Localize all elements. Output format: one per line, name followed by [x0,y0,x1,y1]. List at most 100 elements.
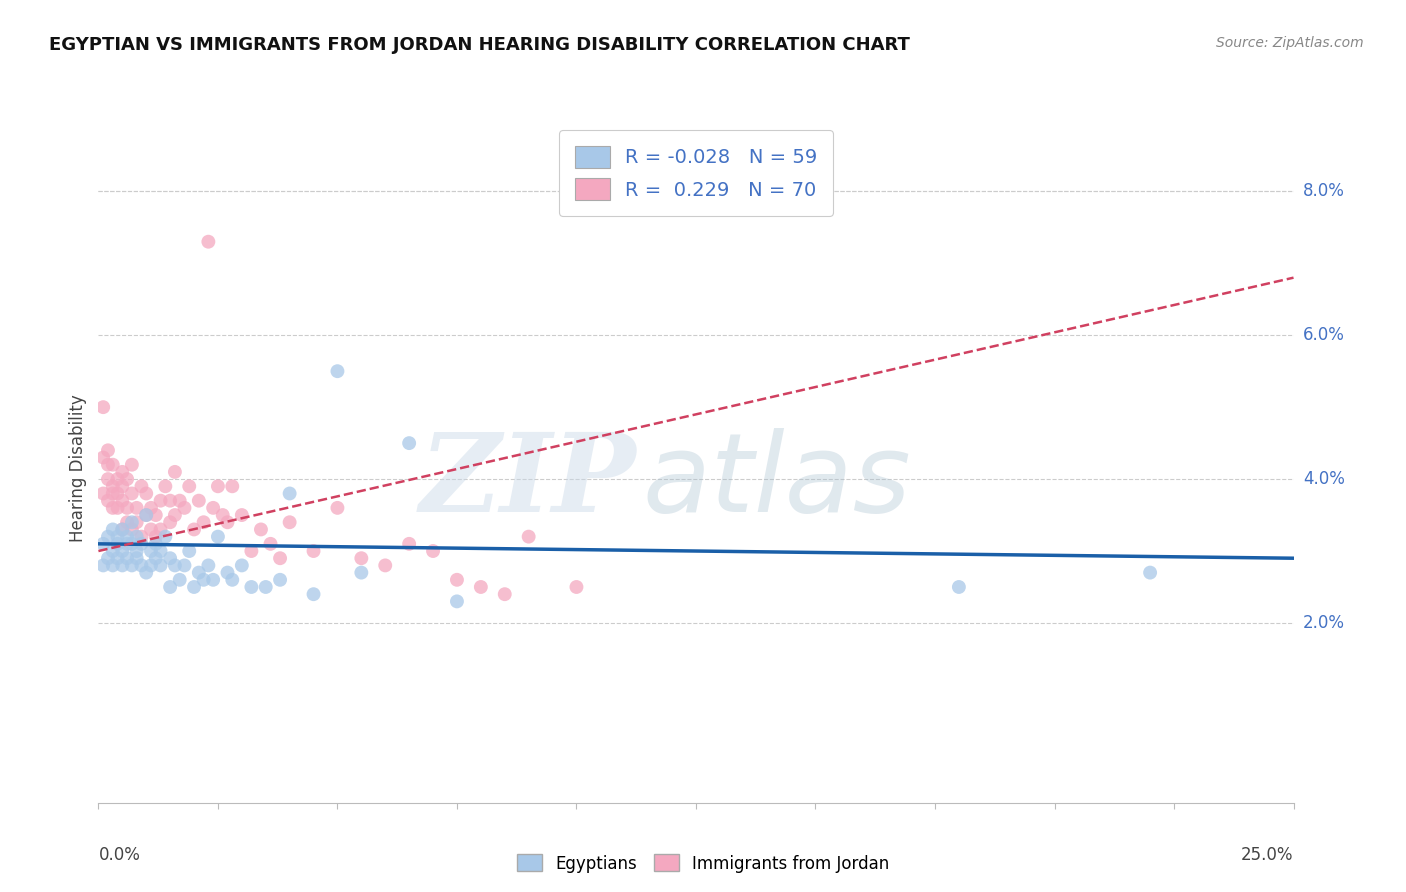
Point [350,551,373,566]
Point [131,530,153,544]
Point [97,551,120,566]
Y-axis label: Hearing Disability: Hearing Disability [69,394,87,542]
Point [159,580,181,594]
Text: Source: ZipAtlas.com: Source: ZipAtlas.com [1216,36,1364,50]
Point [169,573,191,587]
Point [187,493,209,508]
Point [197,235,219,249]
Point [302,587,325,601]
Point [131,479,153,493]
Point [97,493,120,508]
Point [125,515,148,529]
Point [326,364,349,378]
Point [107,486,129,500]
Point [111,479,134,493]
Point [91,400,114,414]
Point [107,500,129,515]
Point [202,500,225,515]
Point [193,515,215,529]
Point [565,580,588,594]
Point [91,450,114,465]
Point [125,551,148,566]
Point [131,537,153,551]
Point [107,530,129,544]
Point [240,580,263,594]
Point [139,558,162,573]
Point [115,551,138,566]
Text: 8.0%: 8.0% [1303,182,1346,201]
Point [101,458,124,472]
Point [135,486,157,500]
Point [125,530,148,544]
Text: 6.0%: 6.0% [1303,326,1346,344]
Point [217,566,239,580]
Point [179,479,201,493]
Point [173,500,195,515]
Point [131,558,153,573]
Point [221,479,243,493]
Point [163,558,186,573]
Point [163,508,186,522]
Point [231,508,253,522]
Point [111,523,134,537]
Point [111,493,134,508]
Point [250,523,273,537]
Point [145,530,167,544]
Point [101,558,124,573]
Point [121,458,143,472]
Point [111,558,134,573]
Point [163,465,186,479]
Point [517,530,540,544]
Point [183,580,205,594]
Point [155,479,177,493]
Point [91,486,114,500]
Point [125,500,148,515]
Point [111,523,134,537]
Point [278,486,301,500]
Text: ZIP: ZIP [419,428,636,535]
Point [159,493,181,508]
Point [149,558,172,573]
Point [173,558,195,573]
Point [139,500,162,515]
Point [350,566,373,580]
Point [179,544,201,558]
Point [470,580,492,594]
Legend: Egyptians, Immigrants from Jordan: Egyptians, Immigrants from Jordan [510,847,896,880]
Point [121,515,143,529]
Point [101,523,124,537]
Point [115,515,138,529]
Text: atlas: atlas [643,428,911,535]
Point [91,537,114,551]
Point [183,523,205,537]
Text: EGYPTIAN VS IMMIGRANTS FROM JORDAN HEARING DISABILITY CORRELATION CHART: EGYPTIAN VS IMMIGRANTS FROM JORDAN HEARI… [49,36,910,54]
Point [107,472,129,486]
Point [422,544,444,558]
Point [254,580,277,594]
Point [135,566,157,580]
Point [446,573,468,587]
Point [269,551,291,566]
Point [302,544,325,558]
Point [107,537,129,551]
Point [139,544,162,558]
Text: 0.0%: 0.0% [98,846,141,864]
Point [115,500,138,515]
Point [202,573,225,587]
Point [111,465,134,479]
Text: 4.0%: 4.0% [1303,470,1346,488]
Point [101,544,124,558]
Point [207,479,229,493]
Point [101,479,124,493]
Point [240,544,263,558]
Point [135,508,157,522]
Point [115,472,138,486]
Point [207,530,229,544]
Point [111,544,134,558]
Point [115,530,138,544]
Point [97,472,120,486]
Point [155,530,177,544]
Point [221,573,243,587]
Point [278,515,301,529]
Point [121,558,143,573]
